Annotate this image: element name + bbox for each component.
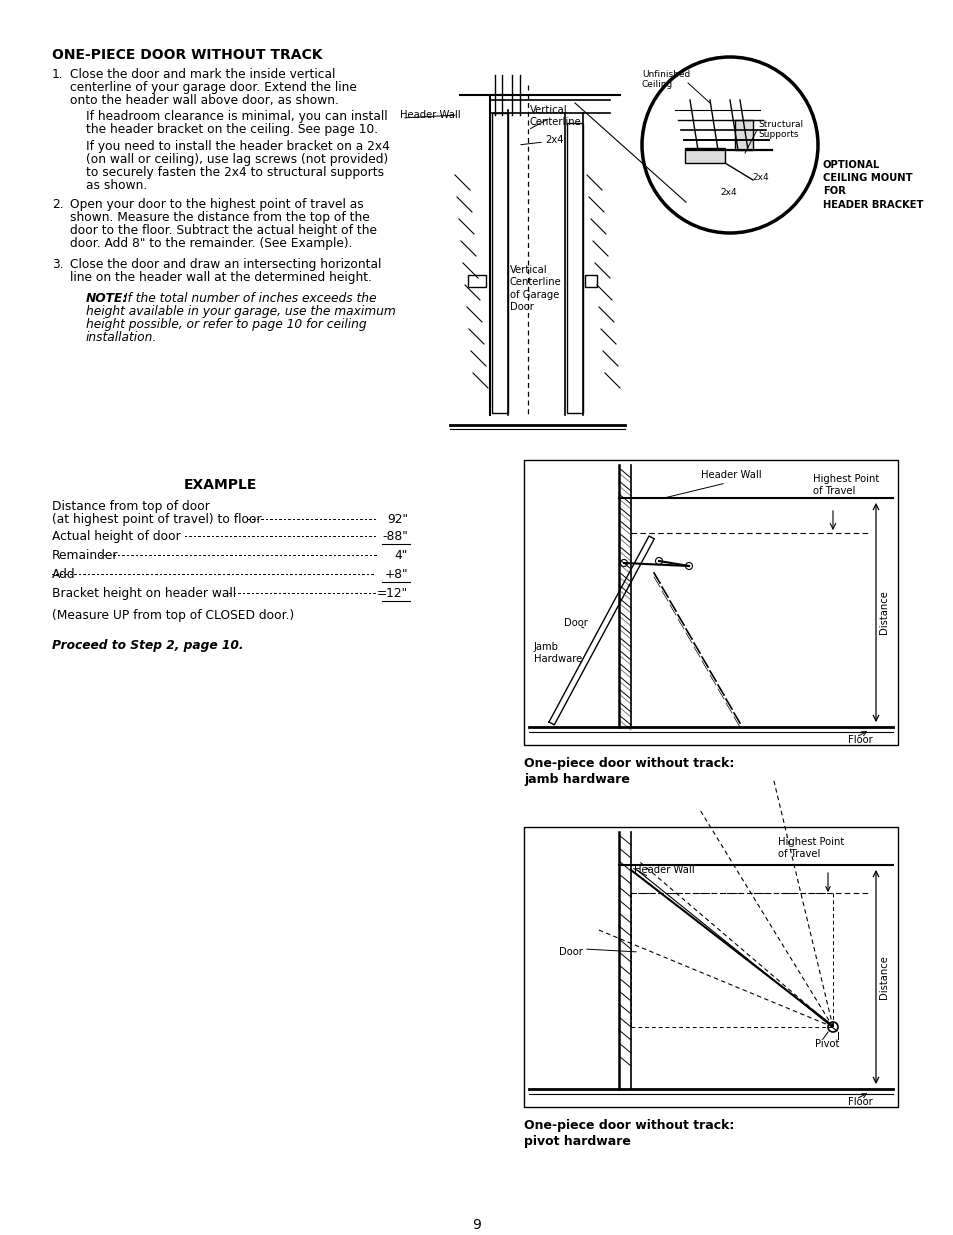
Text: (at highest point of travel) to floor: (at highest point of travel) to floor: [52, 513, 261, 526]
Text: jamb hardware: jamb hardware: [523, 773, 629, 785]
Text: NOTE:: NOTE:: [86, 291, 128, 305]
Circle shape: [685, 562, 692, 569]
Text: 2.: 2.: [52, 198, 64, 211]
Text: Pivot: Pivot: [814, 1039, 839, 1049]
Text: Close the door and mark the inside vertical: Close the door and mark the inside verti…: [70, 68, 335, 82]
Text: door. Add 8" to the remainder. (See Example).: door. Add 8" to the remainder. (See Exam…: [70, 237, 352, 249]
Bar: [523, 827, 897, 1107]
Text: ONE-PIECE DOOR WITHOUT TRACK: ONE-PIECE DOOR WITHOUT TRACK: [52, 48, 322, 62]
Text: Remainder: Remainder: [52, 550, 118, 562]
Bar: [492, 112, 507, 412]
Circle shape: [827, 1023, 837, 1032]
Text: 3.: 3.: [52, 258, 64, 270]
Text: If the total number of inches exceeds the: If the total number of inches exceeds th…: [120, 291, 376, 305]
Text: Header Wall: Header Wall: [700, 471, 760, 480]
Text: 2x4: 2x4: [720, 188, 736, 198]
Text: Jamb
Hardware: Jamb Hardware: [534, 642, 581, 664]
Text: centerline of your garage door. Extend the line: centerline of your garage door. Extend t…: [70, 82, 356, 94]
Text: shown. Measure the distance from the top of the: shown. Measure the distance from the top…: [70, 211, 370, 224]
Text: OPTIONAL
CEILING MOUNT
FOR
HEADER BRACKET: OPTIONAL CEILING MOUNT FOR HEADER BRACKE…: [822, 161, 923, 210]
Text: Floor: Floor: [847, 735, 872, 745]
Text: Door: Door: [558, 947, 582, 957]
Text: Add: Add: [52, 568, 75, 580]
Text: height possible, or refer to page 10 for ceiling: height possible, or refer to page 10 for…: [86, 317, 366, 331]
Text: door to the floor. Subtract the actual height of the: door to the floor. Subtract the actual h…: [70, 224, 376, 237]
Text: 1.: 1.: [52, 68, 64, 82]
Text: as shown.: as shown.: [86, 179, 147, 191]
Text: EXAMPLE: EXAMPLE: [183, 478, 256, 492]
Text: installation.: installation.: [86, 331, 157, 345]
Text: 2x4: 2x4: [544, 135, 563, 144]
Text: 92": 92": [387, 513, 408, 526]
Text: to securely fasten the 2x4 to structural supports: to securely fasten the 2x4 to structural…: [86, 165, 384, 179]
Text: the header bracket on the ceiling. See page 10.: the header bracket on the ceiling. See p…: [86, 124, 377, 136]
Text: line on the header wall at the determined height.: line on the header wall at the determine…: [70, 270, 372, 284]
Text: (on wall or ceiling), use lag screws (not provided): (on wall or ceiling), use lag screws (no…: [86, 153, 388, 165]
Text: One-piece door without track:: One-piece door without track:: [523, 1119, 734, 1132]
Circle shape: [655, 557, 661, 564]
Text: 2x4: 2x4: [751, 173, 768, 182]
Text: Highest Point
of Travel: Highest Point of Travel: [812, 474, 879, 496]
Text: If headroom clearance is minimal, you can install: If headroom clearance is minimal, you ca…: [86, 110, 387, 124]
Text: (Measure UP from top of CLOSED door.): (Measure UP from top of CLOSED door.): [52, 609, 294, 622]
Bar: [468, 275, 485, 287]
Text: 4": 4": [395, 550, 408, 562]
Text: Unfinished
Ceiling: Unfinished Ceiling: [641, 70, 690, 89]
Text: Header Wall: Header Wall: [634, 864, 694, 876]
Text: Distance: Distance: [878, 955, 888, 999]
Text: One-piece door without track:: One-piece door without track:: [523, 757, 734, 769]
Text: If you need to install the header bracket on a 2x4: If you need to install the header bracke…: [86, 140, 390, 153]
Bar: [684, 148, 724, 163]
Text: Vertical
Centerline
of Garage
Door: Vertical Centerline of Garage Door: [510, 266, 561, 312]
Text: Close the door and draw an intersecting horizontal: Close the door and draw an intersecting …: [70, 258, 381, 270]
Bar: [566, 124, 582, 412]
Circle shape: [619, 559, 627, 567]
Text: onto the header wall above door, as shown.: onto the header wall above door, as show…: [70, 94, 338, 107]
Text: Vertical
Centerline: Vertical Centerline: [530, 105, 581, 127]
Text: Structural
Supports: Structural Supports: [758, 120, 802, 140]
Text: =12": =12": [376, 587, 408, 600]
Text: Distance from top of door: Distance from top of door: [52, 500, 210, 513]
Text: 9: 9: [472, 1218, 481, 1233]
Text: Door: Door: [563, 618, 587, 629]
Text: Header Wall: Header Wall: [399, 110, 460, 120]
Text: Highest Point
of Travel: Highest Point of Travel: [778, 837, 843, 860]
Bar: [523, 459, 897, 745]
Text: pivot hardware: pivot hardware: [523, 1135, 630, 1149]
Text: Distance: Distance: [878, 590, 888, 634]
Text: Open your door to the highest point of travel as: Open your door to the highest point of t…: [70, 198, 363, 211]
Text: height available in your garage, use the maximum: height available in your garage, use the…: [86, 305, 395, 317]
Text: Bracket height on header wall: Bracket height on header wall: [52, 587, 236, 600]
Text: Actual height of door: Actual height of door: [52, 530, 180, 543]
Text: Proceed to Step 2, page 10.: Proceed to Step 2, page 10.: [52, 638, 243, 652]
Bar: [734, 120, 752, 149]
Text: -88": -88": [382, 530, 408, 543]
Text: Floor: Floor: [847, 1097, 872, 1107]
Bar: [584, 275, 597, 287]
Text: +8": +8": [384, 568, 408, 580]
